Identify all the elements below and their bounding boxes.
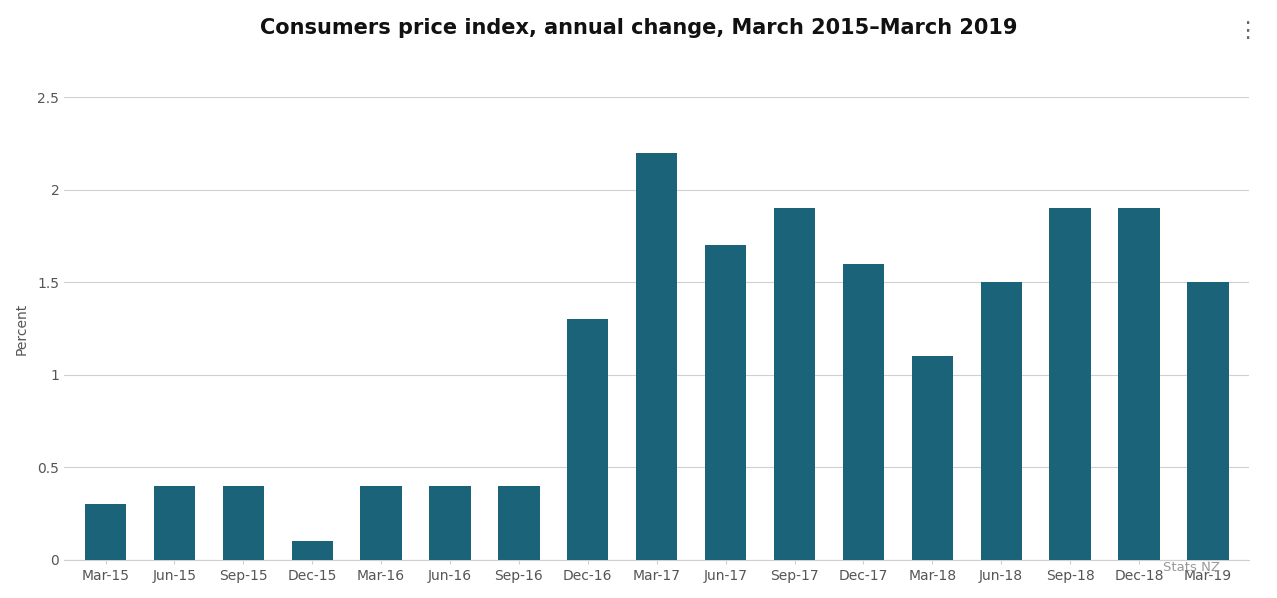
Bar xyxy=(981,282,1022,560)
Bar xyxy=(1188,282,1228,560)
Text: Stats NZ: Stats NZ xyxy=(1162,561,1220,574)
Bar xyxy=(222,486,264,560)
Bar xyxy=(1050,208,1091,560)
Bar xyxy=(153,486,195,560)
Bar xyxy=(291,541,333,560)
Bar xyxy=(360,486,402,560)
Text: ⋮: ⋮ xyxy=(1236,21,1258,41)
Bar xyxy=(843,264,884,560)
Bar xyxy=(774,208,815,560)
Bar xyxy=(498,486,540,560)
Text: Consumers price index, annual change, March 2015–March 2019: Consumers price index, annual change, Ma… xyxy=(259,18,1018,38)
Bar xyxy=(912,356,953,560)
Bar xyxy=(84,505,126,560)
Bar xyxy=(705,245,746,560)
Bar xyxy=(636,153,677,560)
Bar xyxy=(567,319,608,560)
Bar xyxy=(1119,208,1160,560)
Y-axis label: Percent: Percent xyxy=(15,303,29,355)
Bar xyxy=(429,486,471,560)
